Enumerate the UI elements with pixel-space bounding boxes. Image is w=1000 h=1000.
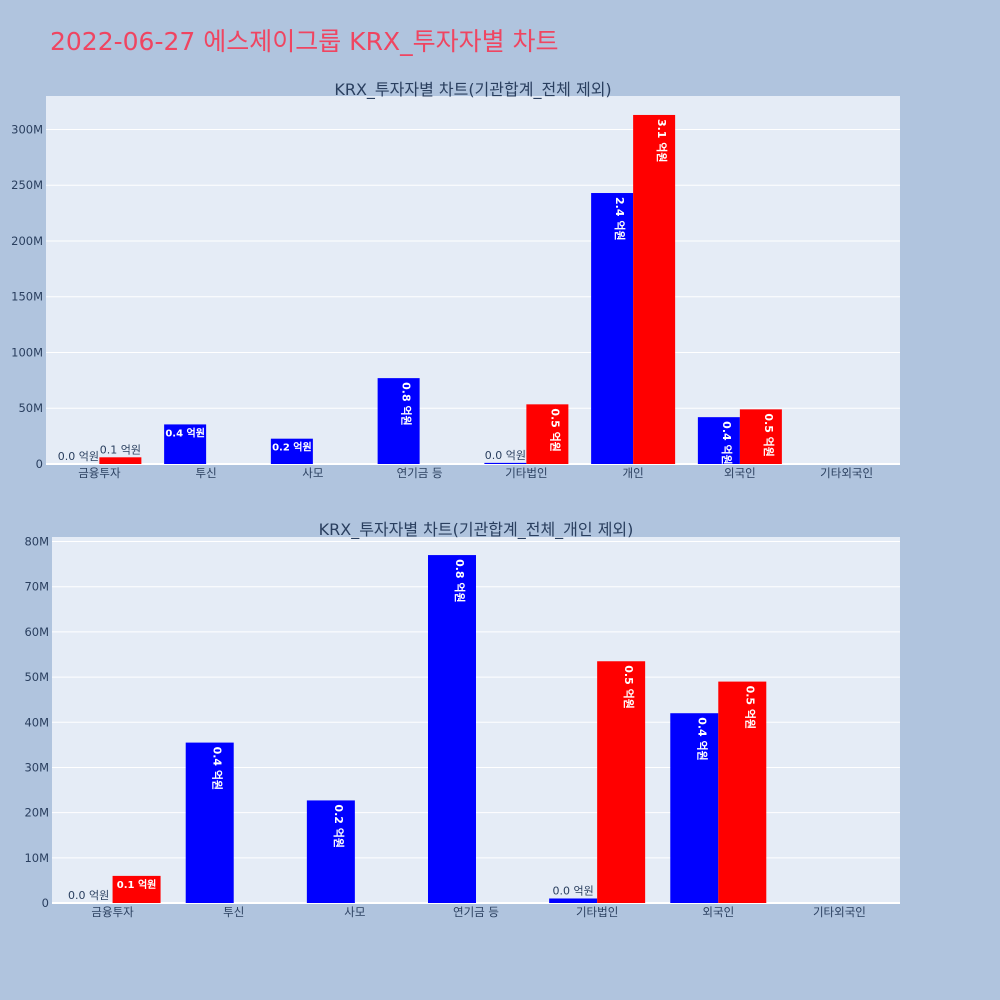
data-label: 0.1 억원 <box>100 443 141 456</box>
bar <box>718 681 767 903</box>
data-label: 0.1 억원 <box>117 878 157 891</box>
y-tick-label: 250M <box>11 178 43 192</box>
x-tick-label: 사모 <box>344 905 365 919</box>
bar <box>306 800 355 903</box>
bar <box>428 555 476 903</box>
data-label: 0.4 억원 <box>720 421 734 465</box>
x-tick-label: 투신 <box>196 466 217 480</box>
data-label: 0.0 억원 <box>485 449 526 462</box>
y-tick-label: 50M <box>18 401 43 415</box>
bar <box>670 713 719 903</box>
x-tick-label: 기타법인 <box>505 466 547 480</box>
x-tick-label: 외국인 <box>702 905 734 919</box>
bar <box>270 438 313 464</box>
bar <box>591 193 634 464</box>
y-tick-label: 0 <box>36 457 43 471</box>
bar <box>164 424 207 464</box>
data-label: 0.4 억원 <box>165 426 205 439</box>
y-tick-label: 80M <box>24 535 49 549</box>
bar <box>99 457 142 464</box>
data-label: 0.8 억원 <box>453 559 467 603</box>
data-label: 0.5 억원 <box>762 413 776 457</box>
x-tick-label: 사모 <box>302 466 323 480</box>
chart-top: KRX_투자자별 차트(기관합계_전체 제외) 0 50M 100M 150M 200M 2… <box>11 80 900 480</box>
x-tick-label: 기타외국인 <box>813 905 866 919</box>
y-tick-label: 70M <box>24 580 49 594</box>
y-tick-label: 150M <box>11 290 43 304</box>
data-label: 0.2 억원 <box>272 441 312 454</box>
y-tick-label: 300M <box>11 122 43 136</box>
bar <box>739 409 782 464</box>
data-label: 0.4 억원 <box>695 717 709 761</box>
data-label: 0.5 억원 <box>548 408 562 452</box>
y-tick-label: 40M <box>24 715 49 729</box>
data-label: 0.0 억원 <box>553 884 594 897</box>
data-label: 3.1 억원 <box>655 119 669 163</box>
y-tick-label: 10M <box>24 851 49 865</box>
y-tick-label: 50M <box>24 670 49 684</box>
data-label: 0.4 억원 <box>211 747 225 791</box>
y-tick-label: 200M <box>11 234 43 248</box>
x-tick-label: 연기금 등 <box>397 466 443 480</box>
bar <box>185 742 234 903</box>
bar <box>484 462 527 464</box>
x-tick-label: 금융투자 <box>78 466 121 480</box>
data-label: 0.2 억원 <box>332 804 346 848</box>
bar <box>697 417 740 464</box>
bar <box>633 114 676 464</box>
chart-title: KRX_투자자별 차트(기관합계_전체 제외) <box>334 80 611 100</box>
data-label: 0.5 억원 <box>743 686 757 730</box>
x-tick-label: 기타외국인 <box>820 466 873 480</box>
bar <box>377 378 420 464</box>
x-tick-label: 연기금 등 <box>453 905 499 919</box>
data-label: 0.0 억원 <box>68 889 109 902</box>
data-label: 2.4 억원 <box>613 197 627 241</box>
data-label: 0.8 억원 <box>400 382 414 426</box>
chart-bottom: KRX_투자자별 차트(기관합계_전체_개인 제외) 0 10M 20M 30M 40M 5… <box>24 520 900 919</box>
chart-title: KRX_투자자별 차트(기관합계_전체_개인 제외) <box>319 520 634 540</box>
bar <box>549 898 598 903</box>
y-tick-label: 0 <box>42 896 49 910</box>
x-tick-label: 외국인 <box>724 466 756 480</box>
plot-area <box>46 96 900 464</box>
x-tick-label: 기타법인 <box>576 905 618 919</box>
bar <box>112 875 161 903</box>
y-tick-label: 60M <box>24 625 49 639</box>
data-label: 0.5 억원 <box>622 665 636 709</box>
y-tick-label: 100M <box>11 345 43 359</box>
y-tick-label: 30M <box>24 760 49 774</box>
page-title: 2022-06-27 에스제이그룹 KRX_투자자별 차트 <box>50 27 559 56</box>
bar <box>526 404 569 464</box>
bar <box>597 661 646 903</box>
x-tick-label: 개인 <box>623 466 644 480</box>
x-tick-label: 투신 <box>223 905 244 919</box>
x-tick-label: 금융투자 <box>91 905 134 919</box>
y-tick-label: 20M <box>24 806 49 820</box>
data-label: 0.0 억원 <box>58 450 99 463</box>
